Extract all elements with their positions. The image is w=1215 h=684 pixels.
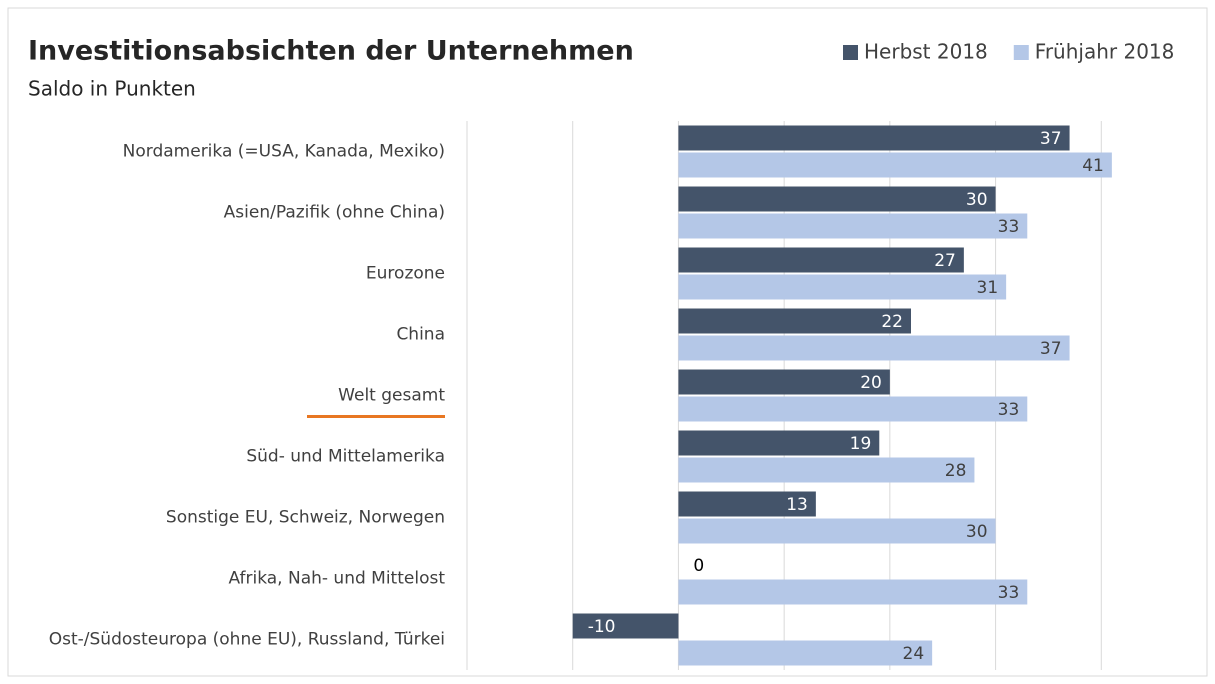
bar xyxy=(678,247,964,273)
bar xyxy=(678,396,1028,422)
data-label: 37 xyxy=(1040,129,1062,149)
bar xyxy=(678,213,1028,239)
bar xyxy=(678,640,933,666)
bar xyxy=(678,369,890,395)
data-label: 20 xyxy=(860,373,882,393)
bar xyxy=(678,152,1112,178)
data-label: 24 xyxy=(903,644,925,664)
data-label: 37 xyxy=(1040,339,1062,359)
data-label: 33 xyxy=(998,583,1020,603)
bar xyxy=(678,125,1070,151)
bar xyxy=(678,579,1028,605)
legend-swatch xyxy=(1013,45,1029,60)
data-label: 13 xyxy=(786,495,808,515)
data-label: 33 xyxy=(998,400,1020,420)
data-label: 41 xyxy=(1082,156,1104,176)
y-tick-label: Sonstige EU, Schweiz, Norwegen xyxy=(166,508,445,528)
legend-label: Herbst 2018 xyxy=(864,40,988,64)
data-label: 30 xyxy=(966,522,988,542)
bar xyxy=(678,430,880,456)
y-tick-label: Ost-/Südosteuropa (ohne EU), Russland, T… xyxy=(49,630,445,650)
data-label: 19 xyxy=(850,434,872,454)
chart-title: Investitionsabsichten der Unternehmen xyxy=(28,36,634,67)
y-tick-label: Asien/Pazifik (ohne China) xyxy=(224,203,445,223)
data-label: 33 xyxy=(998,217,1020,237)
data-label: 31 xyxy=(977,278,999,298)
data-label: -10 xyxy=(588,617,616,637)
y-tick-label: Afrika, Nah- und Mittelost xyxy=(228,569,445,589)
legend-label: Frühjahr 2018 xyxy=(1035,40,1175,64)
y-tick-label: Welt gesamt xyxy=(338,386,445,406)
bar xyxy=(678,457,975,483)
bar xyxy=(678,518,996,544)
bar xyxy=(678,274,1007,300)
y-tick-label: Nordamerika (=USA, Kanada, Mexiko) xyxy=(123,142,445,162)
chart-subtitle: Saldo in Punkten xyxy=(28,77,196,101)
data-label: 27 xyxy=(934,251,956,271)
y-tick-label: China xyxy=(396,325,445,345)
bar xyxy=(678,308,911,334)
bar xyxy=(572,613,679,639)
data-label: 0 xyxy=(693,556,704,576)
bar xyxy=(678,335,1070,361)
data-label: 30 xyxy=(966,190,988,210)
bar xyxy=(678,186,996,212)
bar xyxy=(678,491,816,517)
data-label: 22 xyxy=(881,312,903,332)
y-tick-label: Eurozone xyxy=(366,264,445,284)
legend-swatch xyxy=(843,45,858,60)
y-tick-label: Süd- und Mittelamerika xyxy=(246,447,445,467)
data-label: 28 xyxy=(945,461,967,481)
